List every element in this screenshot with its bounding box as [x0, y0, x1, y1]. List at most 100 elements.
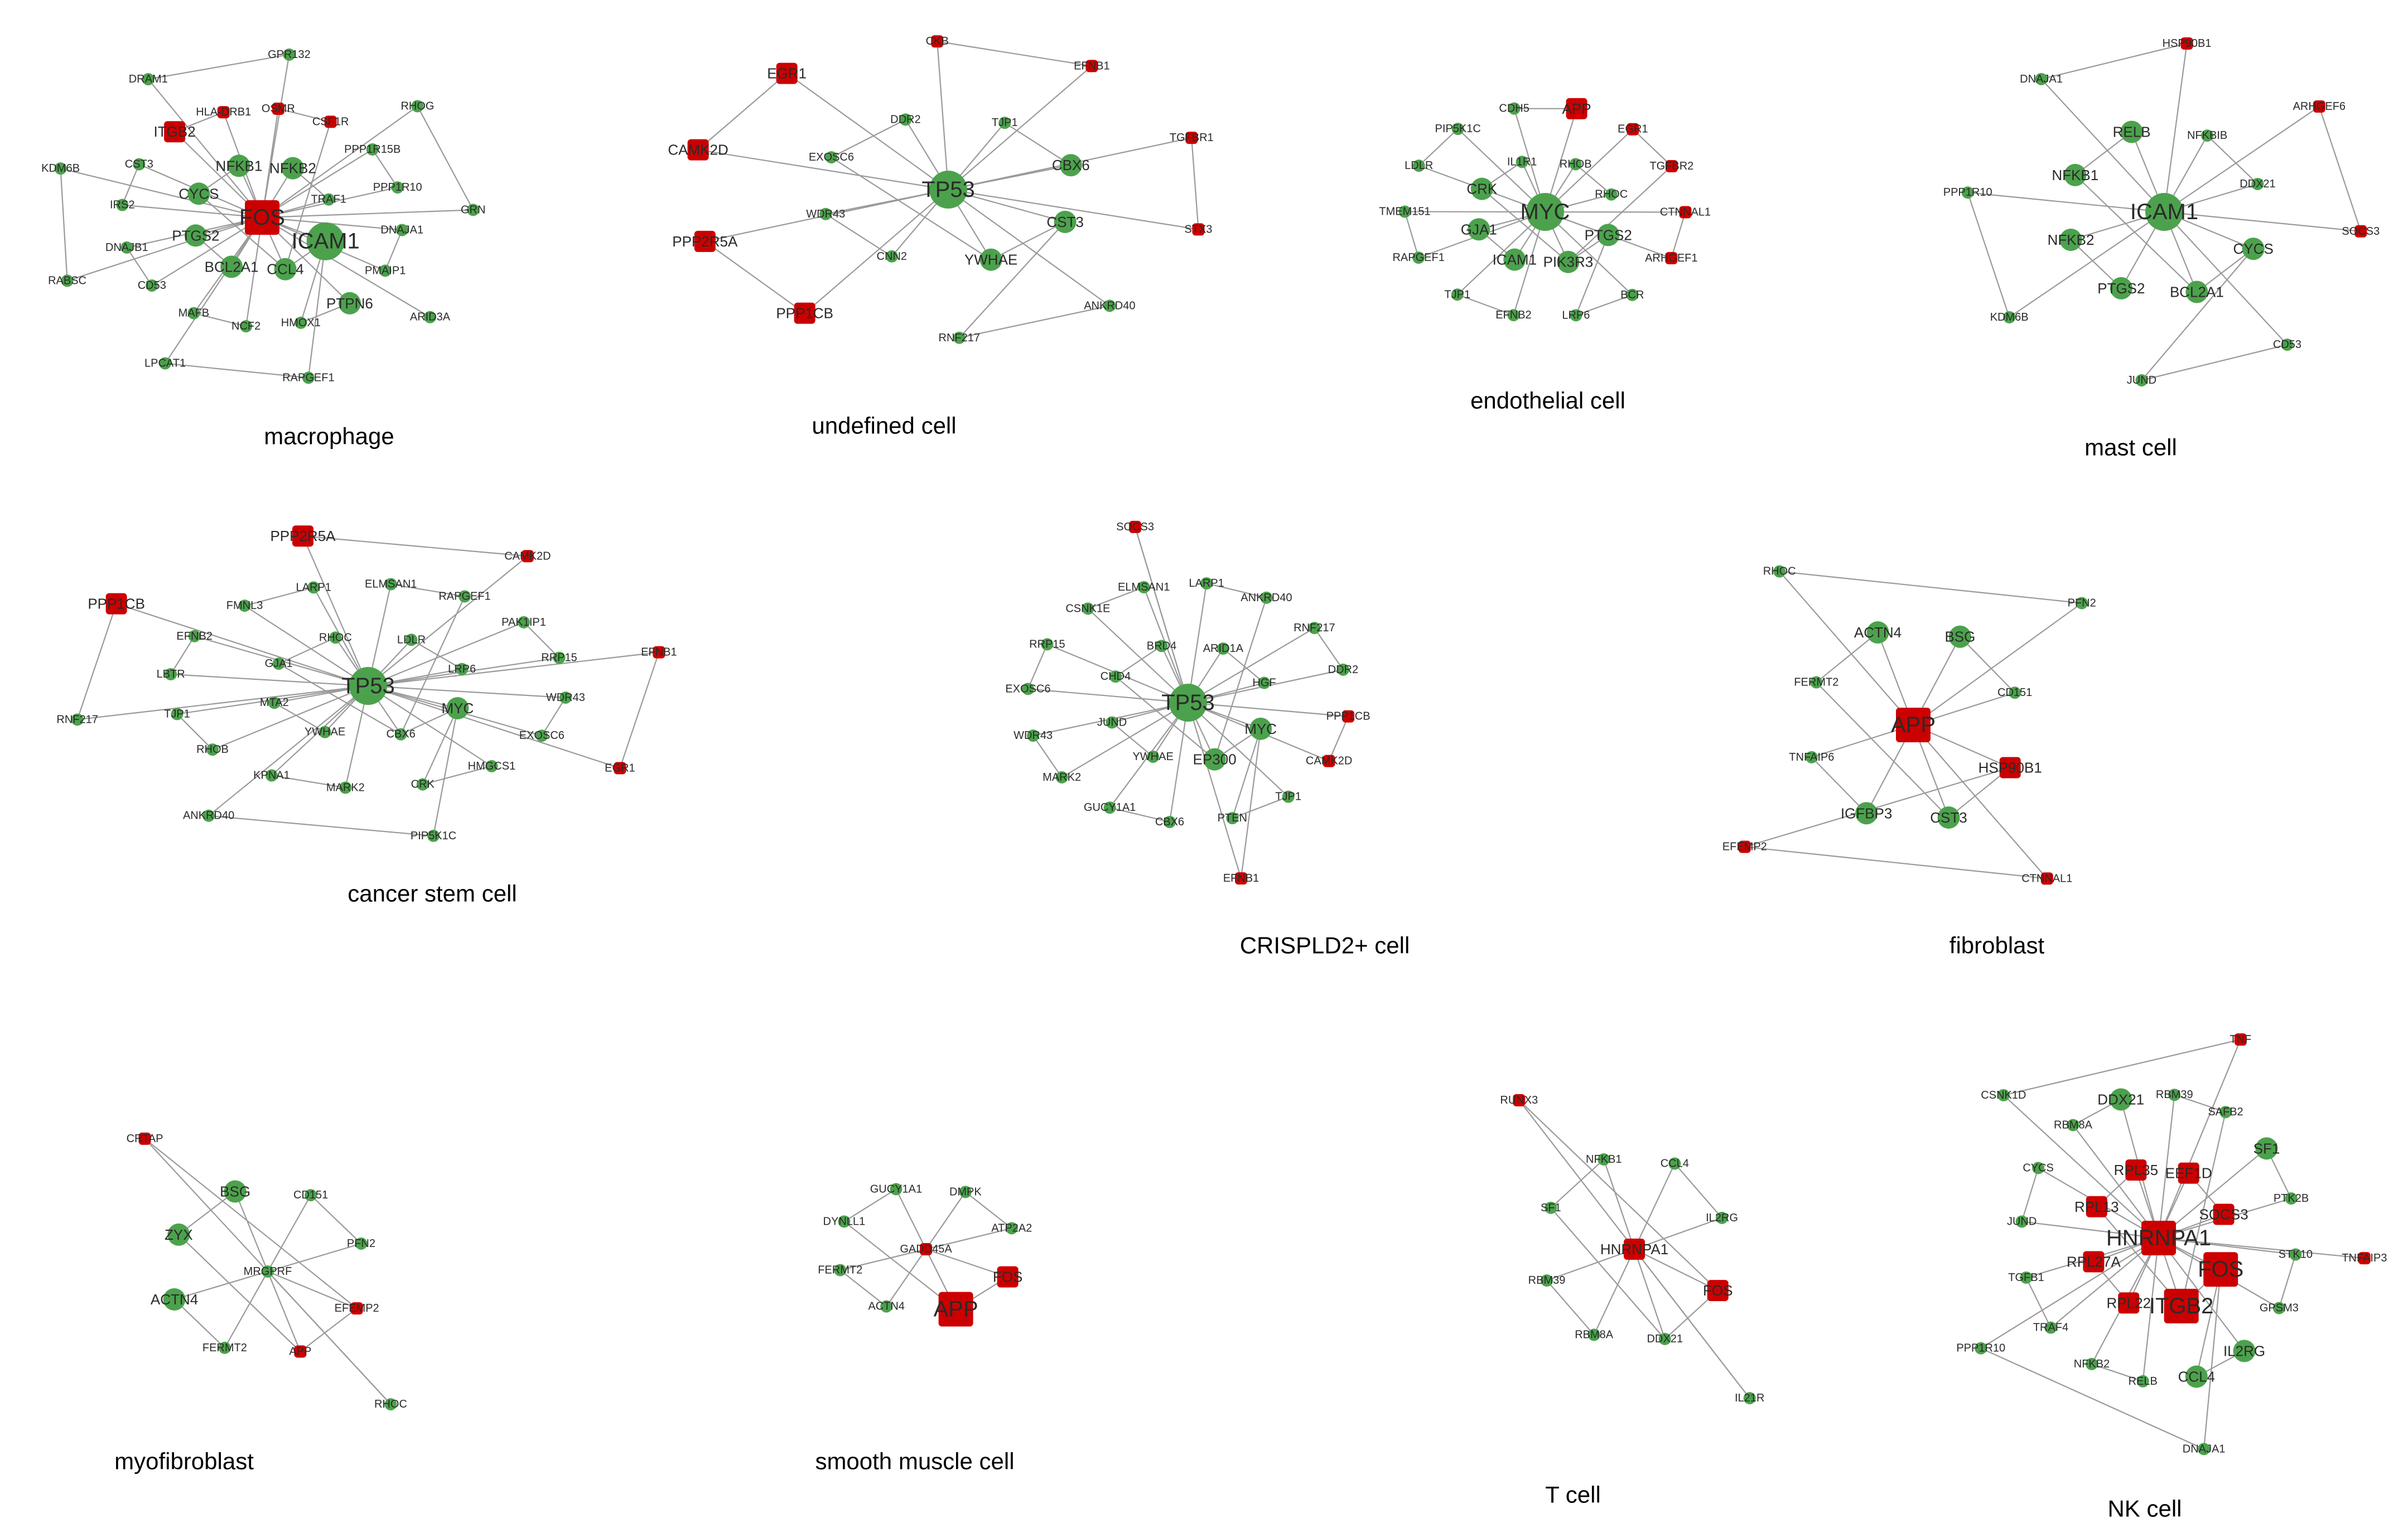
gene-label: IGFBP3: [1841, 805, 1892, 821]
gene-node: DNAJB1: [105, 241, 148, 254]
gene-node: NCF2: [231, 320, 260, 333]
gene-label: RHOB: [1560, 158, 1592, 170]
interaction-edge: [176, 713, 213, 750]
network-panel: GADD45A FOS APP ACTN4 FERMT2 DYNLL1 GUCY1A1 DMP…: [815, 1183, 1032, 1475]
square-node-marker: [1192, 223, 1205, 236]
gene-node: ICAM1: [292, 222, 360, 260]
circle-node-marker: [899, 113, 912, 126]
gene-node: CAMK2D: [1306, 755, 1352, 767]
interaction-edge: [126, 247, 153, 286]
interaction-edge: [1232, 796, 1289, 819]
square-node-marker: [614, 762, 626, 775]
circle-node-marker: [953, 331, 966, 344]
interaction-edge: [886, 1249, 926, 1307]
gene-node: EP300: [1193, 748, 1237, 771]
gene-label: PPP1R10: [373, 181, 422, 194]
gene-node: TNFAIP6: [1789, 751, 1834, 763]
interaction-edge: [371, 149, 398, 188]
gene-node: ZYX: [165, 1223, 193, 1246]
gene-label: DYNLL1: [823, 1215, 866, 1227]
gene-label: SOCS3: [2199, 1206, 2248, 1222]
square-node-marker: [2180, 37, 2193, 50]
interaction-edge: [1960, 636, 2015, 693]
gene-node: CDH5: [1499, 102, 1529, 115]
interaction-edge: [825, 213, 892, 257]
square-node-marker: [1665, 252, 1678, 264]
interaction-edge: [300, 1308, 358, 1352]
gene-label: PPP1CB: [1326, 710, 1371, 723]
circle-node-marker: [1412, 159, 1425, 172]
circle-node-marker: [1587, 1328, 1600, 1341]
circle-node-marker: [2145, 193, 2183, 231]
gene-node: EGR1: [1618, 123, 1648, 136]
interaction-edge: [1603, 1159, 1635, 1250]
circle-node-marker: [2272, 1302, 2285, 1314]
square-node-marker: [794, 302, 815, 324]
square-node-marker: [294, 1345, 307, 1358]
gene-node: RBM8A: [2054, 1119, 2093, 1132]
gene-label: RAPGEF1: [438, 590, 490, 602]
gene-label: CTNNAL1: [2021, 872, 2072, 884]
edge-group: [1967, 42, 2362, 381]
circle-node-marker: [165, 668, 177, 680]
circle-node-marker: [1226, 812, 1239, 825]
gene-node: RABSC: [48, 274, 86, 287]
circle-node-marker: [394, 728, 407, 741]
gene-label: LARP1: [1189, 577, 1224, 589]
gene-node: FOS: [1703, 1280, 1733, 1302]
square-node-marker: [2234, 1033, 2247, 1046]
square-node-marker: [1342, 710, 1355, 723]
gene-label: MTA2: [260, 697, 289, 709]
gene-node: DYNLL1: [823, 1215, 866, 1228]
interaction-edge: [2158, 1039, 2241, 1239]
interaction-edge: [171, 673, 369, 687]
gene-label: EGR1: [1618, 123, 1648, 136]
circle-node-marker: [1155, 640, 1168, 652]
network-panel: FOS ICAM1 CCL4 BCL2A1 PTGS2 CYCS NFKB1 NFKB2 TRA…: [41, 48, 485, 449]
gene-label: HMOX1: [281, 317, 321, 329]
gene-label: CBX6: [1052, 157, 1090, 173]
gene-label: PPP2R5A: [270, 528, 336, 544]
gene-label: ELMSAN1: [365, 578, 417, 591]
interaction-edge: [991, 221, 1066, 260]
gene-node: ELMSAN1: [1118, 581, 1170, 593]
gene-node: CCL4: [267, 258, 304, 281]
gene-node: CSNK1E: [1065, 602, 1110, 615]
circle-node-marker: [416, 778, 429, 791]
gene-label: LPCAT1: [144, 357, 186, 370]
gene-node: EXOSC6: [519, 729, 564, 742]
gene-label: EXOSC6: [809, 151, 854, 163]
gene-label: STK10: [2279, 1249, 2313, 1261]
interaction-edge: [2003, 1095, 2159, 1239]
interaction-edge: [948, 189, 1111, 307]
gene-node: GUCY1A1: [870, 1183, 922, 1196]
interaction-edge: [1779, 571, 1914, 726]
interaction-edge: [2074, 131, 2132, 176]
circle-node-marker: [929, 171, 967, 209]
gene-node: FERMT2: [818, 1264, 862, 1277]
interaction-edge: [1633, 1249, 1666, 1340]
gene-label: HMGCS1: [468, 760, 516, 772]
circle-node-marker: [2076, 597, 2088, 610]
gene-label: MYC: [441, 700, 474, 717]
square-node-marker: [2358, 1252, 2371, 1265]
gene-node: MARK2: [1043, 771, 1081, 784]
interaction-edge: [2021, 1168, 2039, 1222]
circle-node-marker: [228, 154, 250, 177]
gene-node: LBTR: [157, 668, 185, 680]
gene-node: CRK: [1466, 177, 1498, 200]
interaction-edge: [843, 1221, 957, 1310]
gene-label: PIP5K1C: [1435, 123, 1481, 135]
square-node-marker: [2083, 1251, 2105, 1273]
gene-node: PPP1R10: [373, 181, 422, 194]
gene-node: APP: [1562, 98, 1591, 119]
gene-node: BCL2A1: [2170, 281, 2224, 303]
gene-node: RBM39: [2156, 1089, 2193, 1101]
gene-node: PAK1IP1: [501, 616, 546, 629]
circle-node-marker: [2289, 1248, 2302, 1261]
gene-label: RPL13: [2074, 1198, 2119, 1215]
gene-node: HLA-DRB1: [196, 106, 251, 119]
gene-node: KPNA1: [253, 769, 290, 782]
gene-node: MTA2: [260, 697, 289, 709]
